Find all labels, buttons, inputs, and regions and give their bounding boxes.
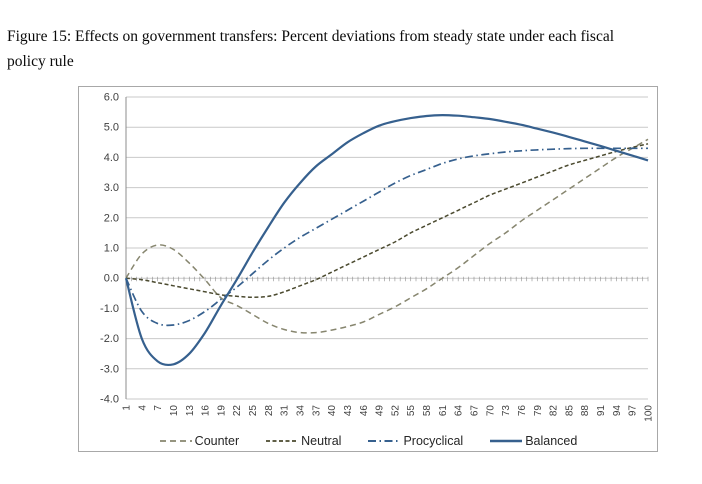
svg-text:37: 37 — [311, 405, 322, 417]
svg-text:3.0: 3.0 — [104, 182, 119, 194]
svg-text:16: 16 — [201, 405, 212, 417]
svg-text:-1.0: -1.0 — [100, 303, 119, 315]
chart-frame: -4.0 -3.0 -2.0 -1.0 0.0 1.0 2.0 3.0 4.0 5.0 6.0 1 4 7… — [78, 86, 658, 452]
figure-caption-line1: Figure 15: Effects on government transfe… — [7, 27, 615, 45]
balanced-solid-line-icon — [490, 439, 523, 443]
svg-text:2.0: 2.0 — [104, 212, 119, 224]
svg-text:88: 88 — [580, 405, 591, 417]
figure-caption: Figure 15: Effects on government transfe… — [7, 24, 695, 74]
svg-text:1: 1 — [122, 405, 133, 411]
svg-text:10: 10 — [169, 405, 180, 417]
svg-text:79: 79 — [533, 405, 544, 417]
svg-text:25: 25 — [248, 405, 259, 417]
svg-text:0.0: 0.0 — [104, 273, 119, 285]
svg-text:43: 43 — [343, 405, 354, 417]
svg-text:31: 31 — [280, 405, 291, 417]
svg-text:22: 22 — [232, 405, 243, 417]
svg-text:-4.0: -4.0 — [100, 394, 119, 406]
legend-label-balanced: Balanced — [525, 434, 578, 448]
svg-text:-2.0: -2.0 — [100, 333, 119, 345]
figure-caption-line2: policy rule — [7, 52, 74, 70]
svg-text:-3.0: -3.0 — [100, 363, 119, 375]
svg-text:73: 73 — [501, 405, 512, 417]
svg-text:61: 61 — [438, 405, 449, 417]
svg-text:19: 19 — [216, 405, 227, 417]
svg-text:85: 85 — [564, 405, 575, 417]
svg-text:94: 94 — [612, 405, 623, 417]
legend-item-counter: Counter — [159, 434, 239, 448]
svg-text:34: 34 — [296, 405, 307, 417]
svg-text:55: 55 — [406, 405, 417, 417]
svg-text:64: 64 — [454, 405, 465, 417]
procyclical-dashdot-line-icon — [368, 440, 401, 442]
svg-text:4.0: 4.0 — [104, 152, 119, 164]
svg-text:91: 91 — [596, 405, 607, 417]
svg-text:67: 67 — [470, 405, 481, 417]
chart-canvas: -4.0-3.0-2.0-1.00.01.02.03.04.05.06.01 4 7… — [100, 92, 655, 422]
legend-item-procyclical: Procyclical — [367, 434, 463, 448]
counter-dashed-line-icon — [159, 440, 192, 442]
legend-label-neutral: Neutral — [301, 434, 342, 448]
svg-text:7: 7 — [153, 405, 164, 411]
svg-text:70: 70 — [485, 405, 496, 417]
svg-text:58: 58 — [422, 405, 433, 417]
svg-text:28: 28 — [264, 405, 275, 417]
svg-text:4: 4 — [137, 405, 148, 411]
svg-text:46: 46 — [359, 405, 370, 417]
svg-text:13: 13 — [185, 405, 196, 417]
svg-text:100: 100 — [644, 405, 655, 422]
neutral-dashed-line-icon — [266, 440, 299, 442]
chart-legend: Counter Neutral Procyclical Balanced — [79, 434, 657, 448]
svg-text:1.0: 1.0 — [104, 243, 119, 255]
svg-text:76: 76 — [517, 405, 528, 417]
svg-text:49: 49 — [375, 405, 386, 417]
legend-label-counter: Counter — [194, 434, 240, 448]
svg-text:82: 82 — [549, 405, 560, 417]
legend-label-procyclical: Procyclical — [403, 434, 464, 448]
svg-text:40: 40 — [327, 405, 338, 417]
legend-item-neutral: Neutral — [265, 434, 341, 448]
legend-item-balanced: Balanced — [489, 434, 577, 448]
svg-text:6.0: 6.0 — [104, 92, 119, 104]
svg-text:5.0: 5.0 — [104, 122, 119, 134]
svg-text:97: 97 — [628, 405, 639, 417]
svg-text:52: 52 — [390, 405, 401, 417]
